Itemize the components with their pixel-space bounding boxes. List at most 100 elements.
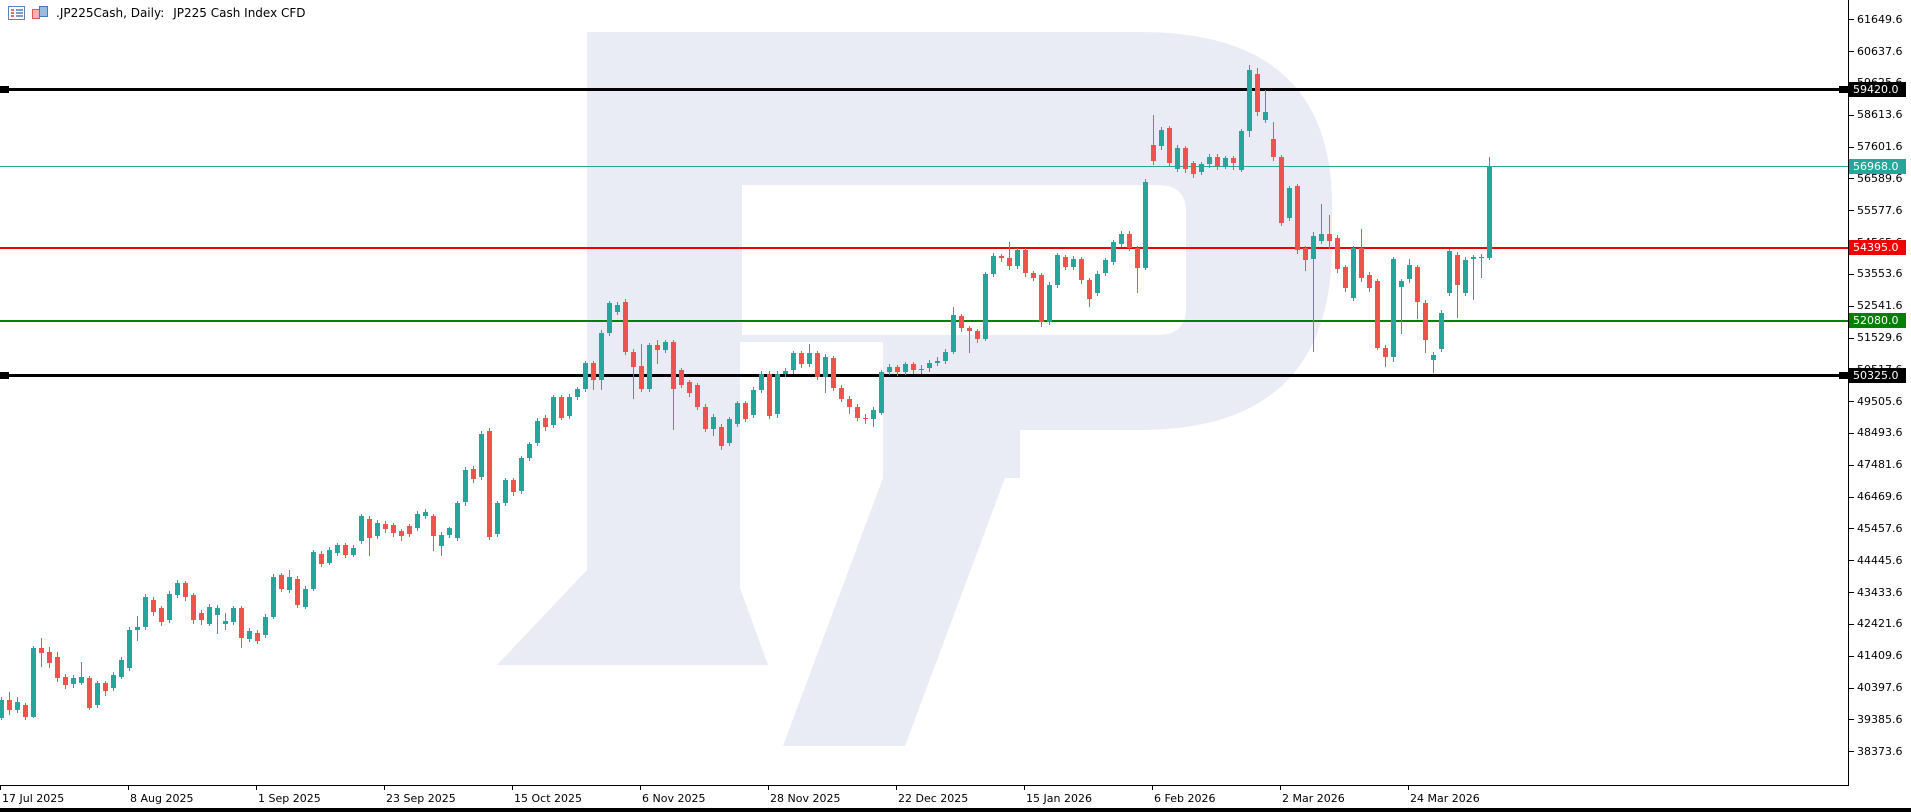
price-level-badge: 56968.0 xyxy=(1849,159,1906,175)
candle-body xyxy=(335,545,340,554)
line-endpoint-marker[interactable] xyxy=(0,372,9,380)
candle-body xyxy=(511,480,516,493)
candle-wick xyxy=(1321,204,1322,245)
candle-body xyxy=(1383,347,1388,357)
horizontal-level-line[interactable] xyxy=(0,166,1848,168)
candle-body xyxy=(103,683,108,691)
time-axis[interactable]: 17 Jul 2025 8 Aug 2025 1 Sep 2025 23 Sep 20… xyxy=(0,786,1911,808)
candle-body xyxy=(775,373,780,415)
candle-body xyxy=(1303,248,1308,261)
candle-body xyxy=(703,406,708,429)
candle-body xyxy=(1343,267,1348,289)
date-tick xyxy=(128,786,129,790)
date-tick xyxy=(0,786,1,790)
candle-body xyxy=(1391,259,1396,357)
candle-wick xyxy=(1329,215,1330,250)
horizontal-level-line[interactable] xyxy=(0,88,1848,92)
candle-body xyxy=(1431,354,1436,360)
date-tick xyxy=(1408,786,1409,790)
price-tick xyxy=(1849,655,1854,657)
candle-body xyxy=(919,368,924,371)
candle-body xyxy=(727,419,732,444)
candle-body xyxy=(879,372,884,413)
horizontal-level-line[interactable] xyxy=(0,319,1848,322)
candle-body xyxy=(111,675,116,689)
line-endpoint-marker[interactable] xyxy=(0,86,9,94)
chart-plot-area[interactable] xyxy=(0,0,1849,786)
candle-body xyxy=(359,516,364,542)
candle-body xyxy=(127,630,132,669)
price-tick xyxy=(1849,146,1854,148)
candle-body xyxy=(903,364,908,372)
candle-body xyxy=(759,373,764,390)
candle-body xyxy=(199,613,204,621)
candle-body xyxy=(663,342,668,350)
candle-body xyxy=(639,365,644,390)
date-tick xyxy=(640,786,641,790)
candle-body xyxy=(935,360,940,363)
candle-body xyxy=(1279,156,1284,224)
date-tick xyxy=(1152,786,1153,790)
candle-body xyxy=(1471,257,1476,259)
candle-body xyxy=(999,255,1004,259)
candle-body xyxy=(943,351,948,361)
candle-body xyxy=(159,608,164,622)
price-tick-label: 49505.6 xyxy=(1857,394,1903,408)
candle-body xyxy=(1207,156,1212,165)
candle-body xyxy=(1191,163,1196,174)
date-tick xyxy=(512,786,513,790)
candle-body xyxy=(1031,272,1036,278)
candle-body xyxy=(1071,258,1076,267)
candle-body xyxy=(695,385,700,407)
candle-body xyxy=(631,351,636,368)
date-tick-label: 6 Nov 2025 xyxy=(642,792,706,805)
candle-body xyxy=(1039,275,1044,323)
candle-body xyxy=(1255,74,1260,113)
price-tick xyxy=(1849,623,1854,625)
chart-symbol-timeframe: .JP225Cash, Daily: xyxy=(56,6,165,20)
candle-body xyxy=(343,545,348,556)
candle-body xyxy=(415,513,420,528)
candle-wick xyxy=(1401,278,1402,334)
candle-body xyxy=(447,528,452,535)
price-tick xyxy=(1849,19,1854,21)
price-axis[interactable]: 61649.660637.659625.658613.657601.656589… xyxy=(1849,0,1911,785)
candle-body xyxy=(1287,188,1292,219)
candle-body xyxy=(439,534,444,546)
date-tick-label: 22 Dec 2025 xyxy=(898,792,969,805)
candle-body xyxy=(1463,259,1468,293)
charts-list-icon xyxy=(8,6,25,20)
candle-body xyxy=(151,600,156,612)
candle-body xyxy=(519,458,524,492)
horizontal-level-line[interactable] xyxy=(0,374,1848,378)
candle-body xyxy=(791,353,796,371)
candle-body xyxy=(1359,248,1364,278)
price-tick-label: 57601.6 xyxy=(1857,140,1903,154)
price-tick-label: 44445.6 xyxy=(1857,553,1903,567)
candle-body xyxy=(7,700,12,711)
candle-body xyxy=(911,364,916,371)
candle-body xyxy=(983,274,988,339)
candle-body xyxy=(1295,186,1300,251)
line-endpoint-marker[interactable] xyxy=(1839,372,1848,380)
candle-body xyxy=(967,327,972,332)
candle-body xyxy=(575,389,580,397)
price-tick-label: 45457.6 xyxy=(1857,521,1903,535)
horizontal-level-line[interactable] xyxy=(0,246,1848,249)
line-endpoint-marker[interactable] xyxy=(1839,86,1848,94)
price-tick xyxy=(1849,719,1854,721)
date-tick-label: 8 Aug 2025 xyxy=(130,792,194,805)
price-tick xyxy=(1849,178,1854,180)
candle-body xyxy=(391,524,396,533)
price-tick-label: 47481.6 xyxy=(1857,458,1903,472)
date-tick-label: 15 Oct 2025 xyxy=(514,792,583,805)
candle-body xyxy=(479,433,484,478)
candle-body xyxy=(431,516,436,537)
candle-body xyxy=(1239,131,1244,170)
price-tick xyxy=(1849,337,1854,339)
candle-body xyxy=(607,303,612,333)
candle-wick xyxy=(633,349,634,399)
date-tick-label: 1 Sep 2025 xyxy=(258,792,321,805)
candle-body xyxy=(1423,302,1428,340)
candle-body xyxy=(655,345,660,351)
